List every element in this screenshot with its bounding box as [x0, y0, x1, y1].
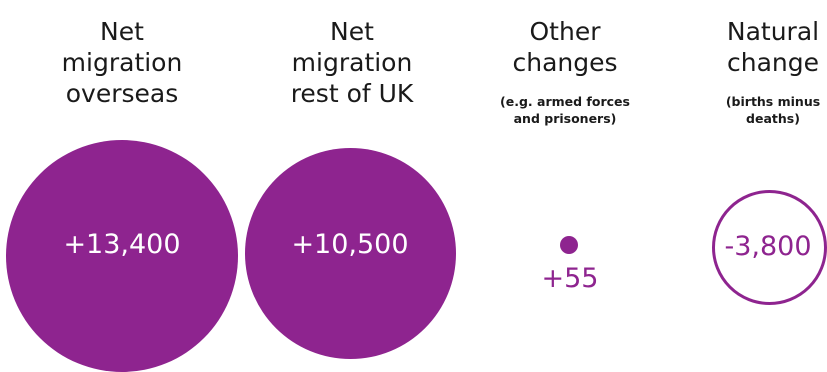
value-other-changes: +55: [541, 263, 599, 294]
bubble-net-migration-overseas: [6, 140, 238, 372]
heading-line: Other: [529, 17, 601, 46]
value-net-migration-overseas: +13,400: [63, 229, 181, 260]
heading-line: overseas: [65, 79, 179, 108]
heading-line: rest of UK: [290, 79, 414, 108]
heading-line: change: [726, 48, 819, 77]
heading-line: migration: [291, 48, 413, 77]
note-natural-change: (births minus deaths): [703, 93, 827, 127]
heading-net-migration-rest-of-uk: Net migration rest of UK: [277, 16, 427, 109]
heading-net-migration-overseas: Net migration overseas: [52, 16, 192, 109]
bubble-natural-change: [712, 190, 827, 305]
heading-line: Natural: [726, 17, 820, 46]
heading-line: Net: [330, 17, 374, 46]
heading-line: migration: [61, 48, 183, 77]
note-line: (e.g. armed forces: [500, 94, 630, 109]
heading-line: changes: [512, 48, 618, 77]
heading-line: Net: [100, 17, 144, 46]
note-line: (births minus: [725, 94, 821, 109]
note-line: deaths): [746, 111, 800, 126]
note-other-changes: (e.g. armed forces and prisoners): [470, 93, 660, 127]
bubble-net-migration-rest-of-uk: [245, 148, 456, 359]
bubble-other-changes: [560, 236, 578, 254]
heading-natural-change: Natural change: [703, 16, 827, 78]
value-net-migration-rest-of-uk: +10,500: [291, 229, 409, 260]
note-line: and prisoners): [513, 111, 617, 126]
value-natural-change: -3,800: [724, 231, 812, 262]
heading-other-changes: Other changes: [490, 16, 640, 78]
